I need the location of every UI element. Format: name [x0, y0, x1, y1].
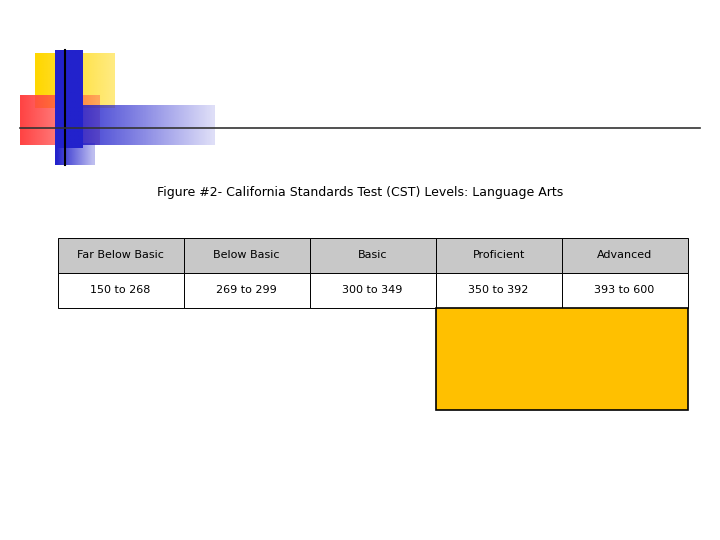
Text: 269 to 299: 269 to 299 — [216, 285, 277, 295]
Text: Below Basic: Below Basic — [213, 250, 280, 260]
Text: Basic: Basic — [358, 250, 387, 260]
Text: Figure #2- California Standards Test (CST) Levels: Language Arts: Figure #2- California Standards Test (CS… — [157, 186, 563, 199]
Text: 393 to 600: 393 to 600 — [595, 285, 654, 295]
Text: State Target
for
All Students: State Target for All Students — [484, 321, 639, 397]
Text: 150 to 268: 150 to 268 — [91, 285, 150, 295]
Text: Proficient: Proficient — [472, 250, 525, 260]
Text: 300 to 349: 300 to 349 — [343, 285, 402, 295]
Text: 350 to 392: 350 to 392 — [469, 285, 528, 295]
Text: Advanced: Advanced — [597, 250, 652, 260]
Text: Far Below Basic: Far Below Basic — [77, 250, 164, 260]
